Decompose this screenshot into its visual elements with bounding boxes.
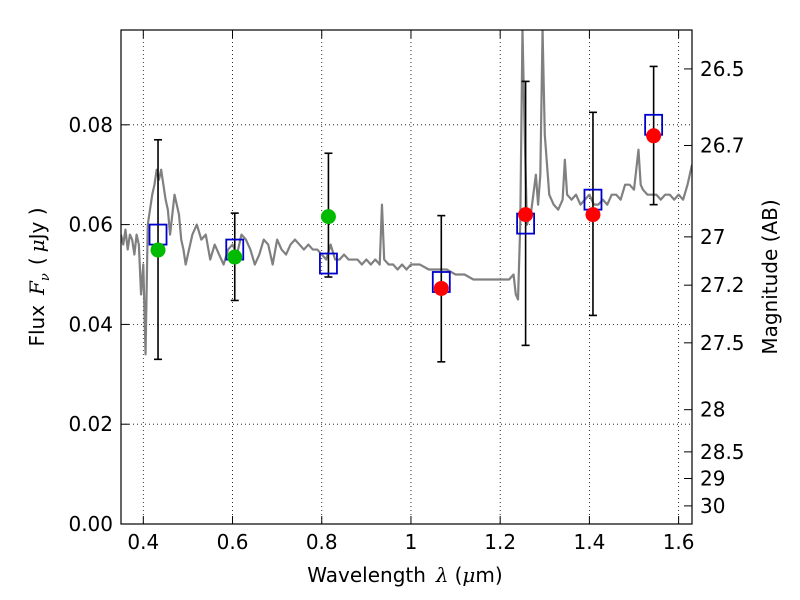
x-tick-label: 0.8 (306, 530, 338, 554)
photometry-series (150, 128, 662, 296)
ticks (121, 30, 692, 525)
y2-tick-label: 27 (700, 225, 725, 249)
errorbar-series (154, 65, 658, 363)
red-point-marker (518, 207, 534, 223)
y-tick-label: 0.06 (68, 213, 113, 237)
red-point-marker (585, 207, 601, 223)
y2-tick-label: 27.5 (700, 331, 745, 355)
y-tick-label: 0.02 (68, 412, 113, 436)
y2-tick-label: 27.2 (700, 273, 745, 297)
y-tick-label: 0.04 (68, 312, 113, 336)
tick-labels: 0.4 0.6 0.8 1 1.2 1.4 1.6 0.00 0.02 0.04 0.06 0.08 2… (68, 57, 744, 554)
y-tick-label: 0.08 (68, 113, 113, 137)
y2-tick-label: 26.5 (700, 57, 745, 81)
spectrum-series (121, 30, 692, 356)
y-axis-label: FluxFν(μJy ) (25, 207, 53, 346)
x-tick-label: 0.6 (217, 530, 249, 554)
y2-tick-label: 29 (700, 466, 725, 490)
y-tick-label: 0.00 (68, 512, 113, 536)
green-point-marker (227, 249, 243, 265)
model-box-marker (319, 252, 338, 275)
x-axis-label: Wavelength λ (μm) (307, 563, 502, 587)
y2-tick-label: 26.7 (700, 133, 745, 157)
plot-frame (120, 29, 693, 525)
x-tick-label: 1.2 (484, 530, 516, 554)
red-point-marker (433, 280, 449, 296)
green-point-marker (150, 242, 166, 258)
grid (121, 30, 692, 524)
x-tick-label: 1.6 (663, 530, 695, 554)
green-point-marker (320, 209, 336, 225)
x-tick-label: 0.4 (127, 530, 159, 554)
y2-tick-label: 30 (700, 494, 725, 518)
y2-tick-label: 28.5 (700, 440, 745, 464)
red-point-marker (646, 128, 662, 144)
model-box-series (148, 113, 664, 293)
x-tick-label: 1.4 (573, 530, 605, 554)
spectrum-line (121, 30, 692, 356)
y2-tick-label: 28 (700, 398, 725, 422)
y2-axis-label: Magnitude (AB) (758, 199, 782, 354)
x-tick-label: 1 (405, 530, 418, 554)
